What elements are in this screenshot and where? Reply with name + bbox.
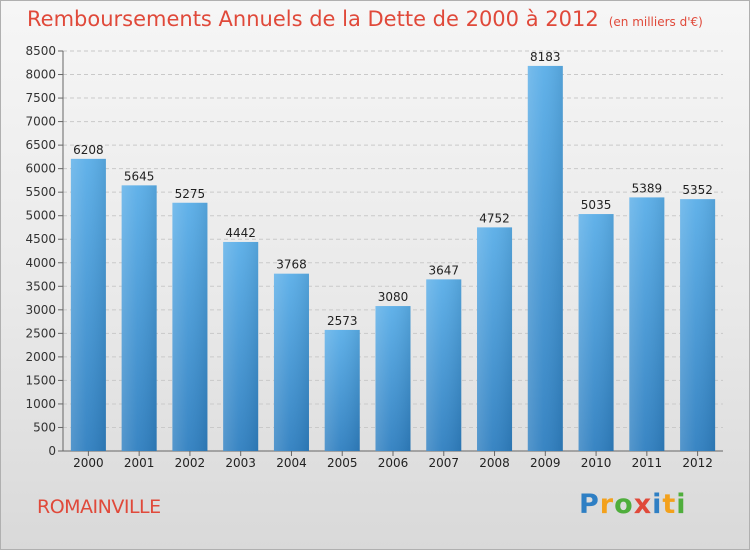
y-tick-label: 7000 — [25, 115, 56, 129]
y-tick-label: 6000 — [25, 162, 56, 176]
data-label-2003: 4442 — [225, 226, 256, 240]
y-tick-label: 8500 — [25, 44, 56, 58]
bar-shine-2001 — [121, 185, 157, 451]
bar-shine-2006 — [375, 306, 411, 451]
data-labels: 6208 2000 5645 2001 5275 2002 4442 2003 3768 2004… — [73, 50, 713, 470]
chart-title: Remboursements Annuels de la Dette de 20… — [27, 7, 703, 31]
x-tick-label-2010: 2010 — [581, 456, 612, 470]
y-tick-label: 500 — [33, 420, 56, 434]
y-tick-label: 7500 — [25, 91, 56, 105]
chart-title-text: Remboursements Annuels de la Dette de 20… — [27, 7, 599, 31]
x-tick-label-2002: 2002 — [175, 456, 206, 470]
y-tick-label: 1000 — [25, 397, 56, 411]
y-tick-label: 5500 — [25, 185, 56, 199]
data-label-2011: 5389 — [632, 181, 663, 195]
data-label-2004: 3768 — [276, 258, 307, 272]
data-label-2008: 4752 — [479, 211, 510, 225]
data-label-2010: 5035 — [581, 198, 612, 212]
x-tick-label-2012: 2012 — [682, 456, 713, 470]
data-label-2001: 5645 — [124, 169, 155, 183]
x-tick-label-2001: 2001 — [124, 456, 155, 470]
bar-shine-2005 — [324, 329, 360, 451]
y-tick-label: 6500 — [25, 138, 56, 152]
proxiti-logo: Proxiti — [579, 489, 687, 520]
x-tick-label-2006: 2006 — [378, 456, 409, 470]
chart-subtitle: (en milliers d'€) — [608, 15, 703, 29]
y-tick-label: 2500 — [25, 326, 56, 340]
y-tick-label: 1500 — [25, 373, 56, 387]
data-label-2002: 5275 — [175, 187, 206, 201]
y-tick-label: 3000 — [25, 303, 56, 317]
bar-shine-2012 — [680, 199, 716, 451]
bar-shine-2004 — [273, 273, 309, 451]
city-name: ROMAINVILLE — [37, 496, 161, 518]
y-tick-label: 5000 — [25, 209, 56, 223]
y-tick-label: 0 — [48, 444, 56, 458]
y-tick-label: 4000 — [25, 256, 56, 270]
x-tick-label-2005: 2005 — [327, 456, 358, 470]
data-label-2007: 3647 — [428, 263, 459, 277]
x-tick-label-2009: 2009 — [530, 456, 561, 470]
bar-shine-2002 — [172, 202, 208, 451]
bar-shine-2000 — [70, 158, 106, 451]
x-tick-label-2007: 2007 — [428, 456, 459, 470]
bar-shine-2003 — [223, 241, 259, 451]
x-tick-label-2000: 2000 — [73, 456, 104, 470]
data-label-2012: 5352 — [682, 183, 713, 197]
bar-shine-2011 — [629, 197, 665, 451]
y-tick-label: 8000 — [25, 68, 56, 82]
x-tick-label-2008: 2008 — [479, 456, 510, 470]
x-tick-label-2004: 2004 — [276, 456, 307, 470]
bars — [70, 65, 716, 451]
x-tick-label-2011: 2011 — [632, 456, 663, 470]
bar-shine-2009 — [527, 65, 563, 451]
data-label-2009: 8183 — [530, 50, 561, 64]
bar-shine-2010 — [578, 214, 614, 451]
axes: 0 500 1000 1500 2000 2500 3000 3500 4000 4500 5000… — [25, 44, 723, 458]
data-label-2000: 6208 — [73, 143, 104, 157]
y-tick-label: 2000 — [25, 350, 56, 364]
y-tick-label: 4500 — [25, 232, 56, 246]
bar-shine-2008 — [477, 227, 513, 451]
y-tick-label: 3500 — [25, 279, 56, 293]
data-label-2005: 2573 — [327, 314, 358, 328]
x-tick-label-2003: 2003 — [225, 456, 256, 470]
bar-shine-2007 — [426, 279, 462, 451]
data-label-2006: 3080 — [378, 290, 409, 304]
